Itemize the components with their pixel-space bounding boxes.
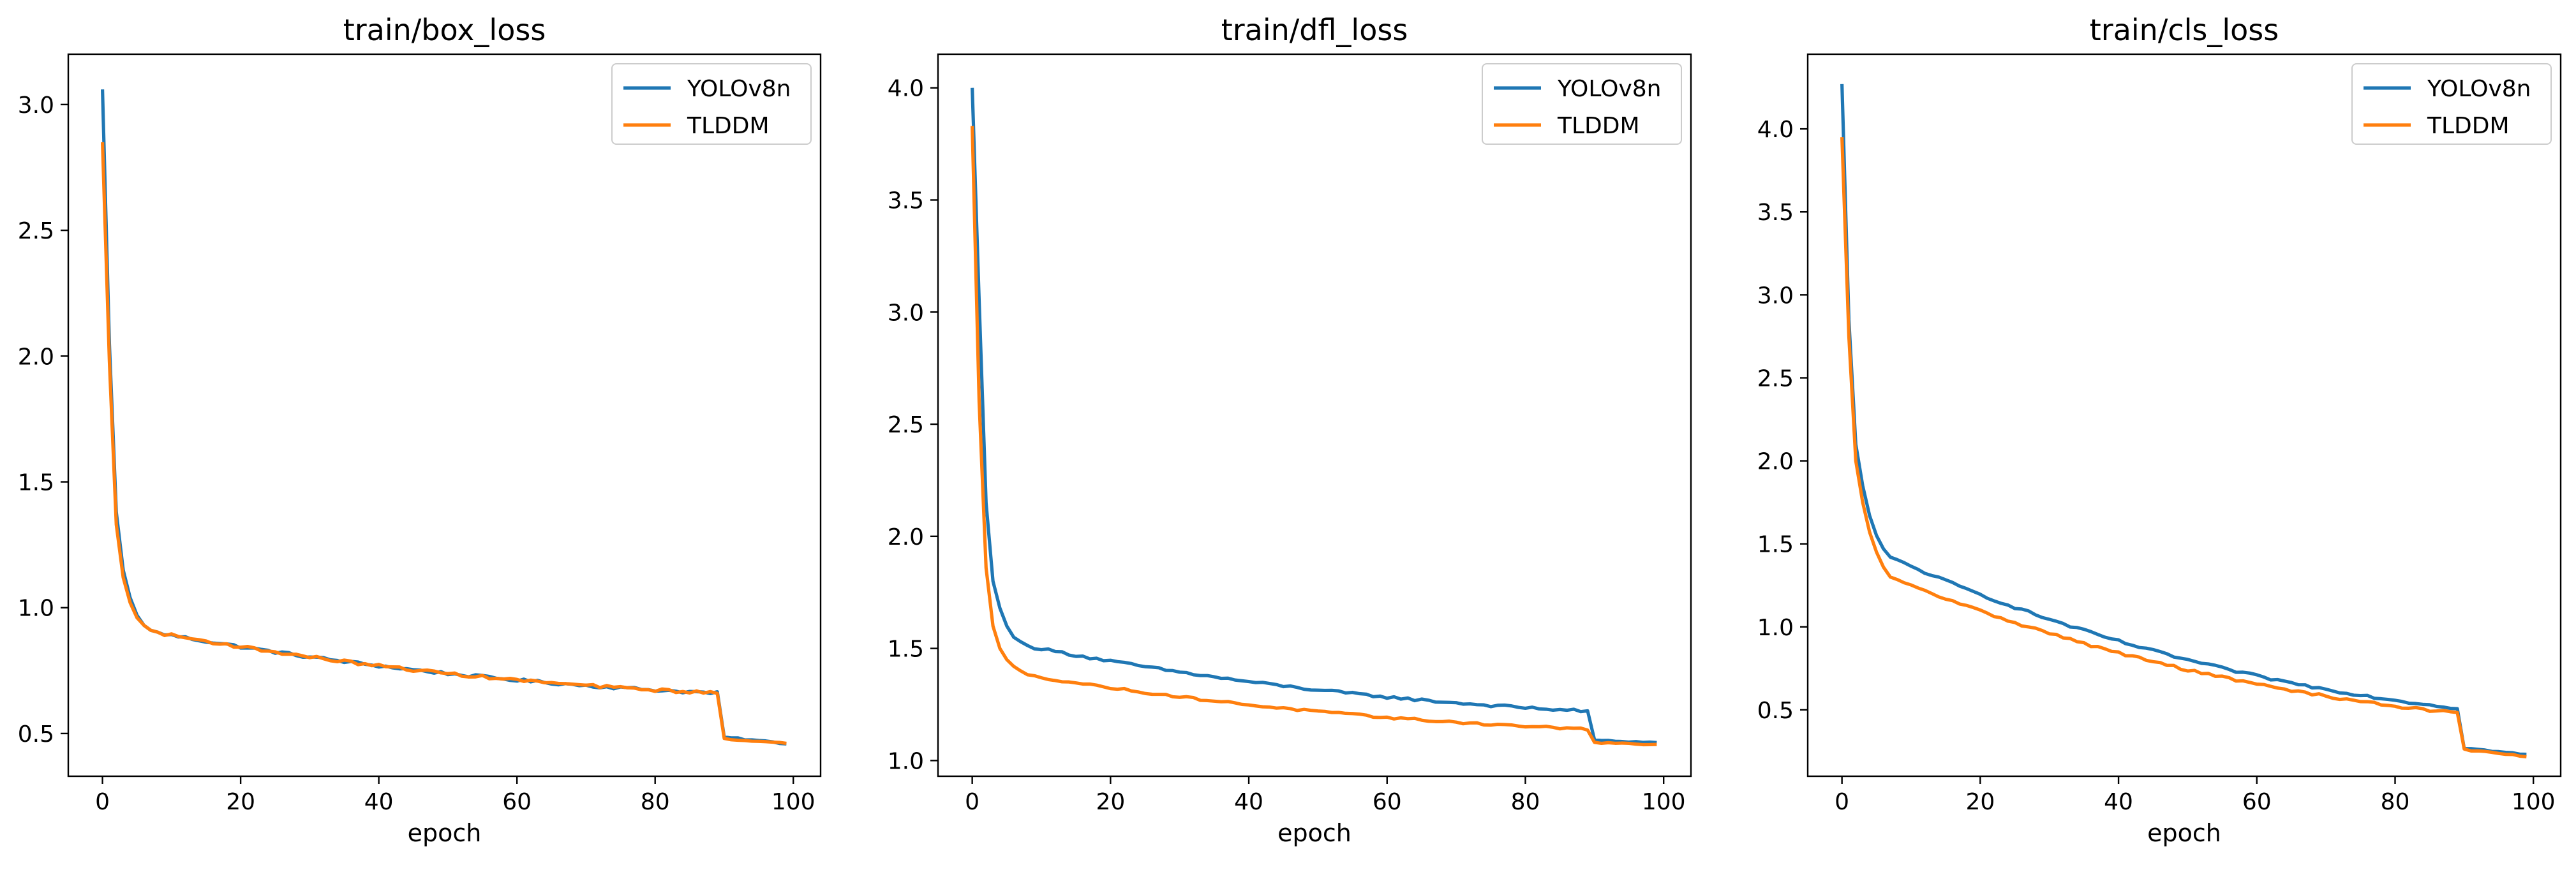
x-tick-label: 80: [641, 789, 670, 815]
y-tick-label: 3.5: [888, 188, 924, 214]
legend: YOLOv8n TLDDM: [2351, 63, 2552, 145]
series-line-yolov8n: [971, 87, 1657, 744]
x-axis-label: epoch: [1277, 819, 1351, 847]
x-tick-label: 80: [2381, 789, 2410, 815]
y-tick-label: 0.5: [18, 721, 54, 748]
y-tick-label: 1.0: [18, 596, 54, 622]
y-tick-label: 4.0: [888, 76, 924, 102]
series-line-tlddm: [1840, 137, 2527, 759]
x-tick-label: 0: [1835, 789, 1849, 815]
y-tick-label: 2.5: [888, 412, 924, 438]
legend-label-tlddm: TLDDM: [687, 113, 770, 139]
y-tick-label: 0.5: [1757, 698, 1794, 724]
series-line-yolov8n: [1840, 84, 2527, 756]
y-tick-label: 2.5: [1757, 365, 1794, 392]
x-tick-label: 20: [1965, 789, 1995, 815]
y-tick-label: 1.5: [888, 637, 924, 663]
x-tick-label: 40: [364, 789, 394, 815]
legend: YOLOv8n TLDDM: [1482, 63, 1682, 145]
x-tick-label: 60: [502, 789, 532, 815]
x-tick-label: 80: [1511, 789, 1540, 815]
y-tick-label: 3.0: [1757, 283, 1794, 309]
panel-1: train/box_loss 0 20 40 60 80 100 0.5 1.0 1.5 2.0 2.…: [18, 13, 822, 847]
x-tick-label: 100: [2512, 789, 2556, 815]
y-tick-label: 3.0: [18, 92, 54, 119]
x-tick-label: 60: [1373, 789, 1402, 815]
y-tick-label: 1.0: [888, 748, 924, 774]
series-line-tlddm: [100, 142, 787, 746]
chart-title: train/dfl_loss: [1221, 13, 1408, 47]
y-tick-label: 4.0: [1757, 117, 1794, 143]
y-tick-label: 2.5: [18, 218, 54, 244]
legend: YOLOv8n TLDDM: [611, 63, 812, 145]
x-tick-label: 40: [2104, 789, 2133, 815]
y-tick-label: 3.0: [888, 300, 924, 326]
x-tick-label: 0: [95, 789, 110, 815]
x-tick-label: 60: [2242, 789, 2272, 815]
y-tick-label: 3.5: [1757, 200, 1794, 226]
x-tick-label: 100: [1642, 789, 1686, 815]
y-tick-label: 2.0: [888, 524, 924, 550]
series-line-yolov8n: [100, 89, 787, 746]
legend-label-tlddm: TLDDM: [2427, 113, 2510, 139]
x-tick-label: 0: [965, 789, 979, 815]
x-axis-label: epoch: [408, 819, 482, 847]
x-tick-label: 20: [226, 789, 255, 815]
legend-label-yolov8n: YOLOv8n: [2427, 76, 2531, 102]
panel-2: train/dfl_loss 0 20 40 60 80 100 1.0 1.5 2.0 2.5 3.…: [888, 13, 1692, 847]
y-tick-label: 2.0: [1757, 449, 1794, 475]
chart-title: train/box_loss: [343, 13, 546, 47]
legend-label-tlddm: TLDDM: [1557, 113, 1640, 139]
x-tick-label: 20: [1096, 789, 1125, 815]
y-tick-label: 1.0: [1757, 615, 1794, 641]
plot-frame: [1806, 53, 2562, 778]
panel-3: train/cls_loss 0 20 40 60 80 100 0.5 1.0 1.5 2.0 2.…: [1757, 13, 2562, 847]
plot-frame: [937, 53, 1692, 778]
legend-label-yolov8n: YOLOv8n: [1557, 76, 1662, 102]
chart-title: train/cls_loss: [2090, 13, 2279, 47]
y-tick-label: 1.5: [1757, 532, 1794, 558]
legend-label-yolov8n: YOLOv8n: [687, 76, 791, 102]
y-tick-label: 2.0: [18, 344, 54, 370]
x-tick-label: 100: [771, 789, 815, 815]
y-tick-label: 1.5: [18, 470, 54, 496]
plot-frame: [67, 53, 822, 778]
x-tick-label: 40: [1234, 789, 1263, 815]
x-axis-label: epoch: [2147, 819, 2221, 847]
series-line-tlddm: [971, 126, 1657, 747]
